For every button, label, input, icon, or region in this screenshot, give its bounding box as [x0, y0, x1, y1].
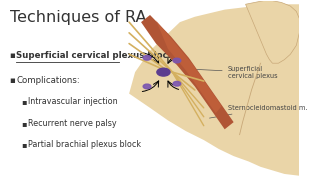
Text: Superficial cervical plexus blocks: Superficial cervical plexus blocks	[16, 51, 179, 60]
Text: ▪: ▪	[21, 140, 27, 149]
Polygon shape	[141, 15, 234, 129]
Circle shape	[157, 68, 170, 76]
Text: Partial brachial plexus block: Partial brachial plexus block	[28, 140, 141, 149]
Text: Intravascular injection: Intravascular injection	[28, 97, 118, 106]
Polygon shape	[156, 20, 222, 113]
Circle shape	[173, 81, 181, 86]
Polygon shape	[129, 4, 299, 176]
Text: Complications:: Complications:	[16, 76, 80, 85]
Circle shape	[173, 58, 181, 63]
Circle shape	[143, 55, 151, 60]
Text: ▪: ▪	[10, 76, 16, 85]
Text: Techniques of RA: Techniques of RA	[10, 10, 146, 25]
Text: ▪: ▪	[21, 119, 27, 128]
Text: Superficial
cervical plexus: Superficial cervical plexus	[181, 66, 277, 79]
Text: Sternocleidomastoid m.: Sternocleidomastoid m.	[210, 105, 307, 118]
Circle shape	[143, 84, 151, 89]
Text: ▪: ▪	[10, 51, 16, 60]
Text: Recurrent nerve palsy: Recurrent nerve palsy	[28, 119, 117, 128]
Text: ▪: ▪	[21, 97, 27, 106]
Polygon shape	[245, 1, 299, 63]
